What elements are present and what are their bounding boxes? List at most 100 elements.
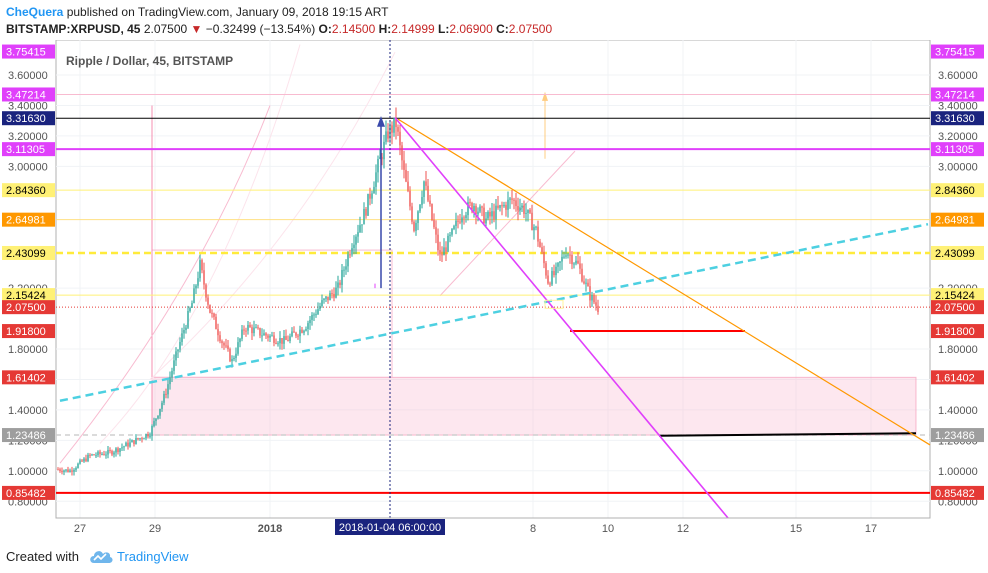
crosshair-time-bg (335, 519, 445, 535)
fib-arc (99, 44, 301, 444)
price-label[interactable]: 1.61402 (2, 370, 55, 385)
candle (151, 424, 153, 441)
price-label-bg (931, 111, 984, 126)
candle-body (81, 460, 83, 462)
candle (109, 447, 111, 454)
measure-arrow-icon (377, 116, 385, 127)
price-label[interactable]: 1.23486 (2, 428, 55, 443)
candle-body (393, 117, 395, 133)
candle-body (269, 335, 271, 338)
candle (465, 211, 467, 223)
price-label[interactable]: 1.23486 (931, 428, 984, 443)
price-label[interactable]: 2.07500 (931, 300, 984, 315)
magenta-trendline[interactable] (394, 117, 729, 519)
candle (155, 418, 157, 426)
candle (463, 215, 465, 225)
author-name[interactable]: CheQuera (6, 5, 64, 19)
candle (477, 207, 479, 222)
candle-body (161, 402, 163, 409)
candle-body (189, 307, 191, 311)
orange-trendline[interactable] (397, 118, 931, 446)
price-label[interactable]: 1.61402 (931, 370, 984, 385)
candle-body (399, 131, 401, 146)
candle (131, 439, 133, 443)
candle-body (401, 145, 403, 161)
candle-body (485, 218, 487, 224)
candle (289, 333, 291, 344)
candle (203, 262, 205, 290)
candle (271, 331, 273, 337)
price-label[interactable]: 2.43099 (931, 245, 984, 260)
candle (311, 312, 313, 326)
price-label[interactable]: 3.31630 (931, 111, 984, 126)
candle (575, 256, 577, 266)
price-label[interactable]: 3.31630 (2, 111, 55, 126)
price-label-text: 2.84360 (6, 185, 46, 197)
price-tick-label: 3.20000 (938, 131, 978, 143)
price-label[interactable]: 3.47214 (2, 87, 55, 102)
price-chart[interactable]: 1.000001.200001.400001.600001.800002.200… (0, 0, 988, 541)
candle-body (553, 270, 555, 276)
price-label[interactable]: 2.15424 (931, 288, 984, 303)
demand-zone[interactable] (151, 376, 917, 436)
candle-body (365, 208, 367, 216)
candle-body (147, 434, 149, 437)
candle-body (135, 438, 137, 445)
candle-body (295, 332, 297, 336)
candle (439, 241, 441, 262)
candle (581, 263, 583, 283)
candle (409, 186, 411, 211)
price-label[interactable]: 2.43099 (2, 245, 55, 260)
candle-body (119, 448, 121, 452)
target-line-black[interactable] (658, 432, 917, 437)
candle-body (259, 327, 261, 336)
candle-body (345, 266, 347, 270)
price-label[interactable]: 1.91800 (931, 324, 984, 339)
candle-body (507, 199, 509, 210)
candle-body (523, 205, 525, 214)
candle-body (239, 338, 241, 343)
price-label[interactable]: 2.07500 (2, 300, 55, 315)
time-tick-label: 15 (790, 523, 802, 535)
candle (117, 446, 119, 455)
candle-body (405, 169, 407, 182)
price-label[interactable]: 3.47214 (931, 87, 984, 102)
price-label[interactable]: 3.11305 (2, 142, 55, 157)
candle-body (219, 335, 221, 342)
candle-body (533, 227, 535, 231)
price-label[interactable]: 0.85482 (931, 485, 984, 500)
tradingview-brand[interactable]: TradingView (117, 549, 189, 564)
candle-body (505, 204, 507, 210)
price-label[interactable]: 2.84360 (2, 183, 55, 198)
price-label[interactable]: 3.75415 (2, 44, 55, 59)
price-label[interactable]: 0.85482 (2, 485, 55, 500)
candle (173, 354, 175, 375)
candle (217, 323, 219, 342)
price-label[interactable]: 1.91800 (2, 324, 55, 339)
price-label[interactable]: 2.64981 (931, 212, 984, 227)
symbol-label[interactable]: BITSTAMP:XRPUSD, 45 (6, 22, 141, 36)
candle-body (499, 205, 501, 208)
price-label[interactable]: 2.64981 (2, 212, 55, 227)
price-label[interactable]: 2.84360 (931, 183, 984, 198)
time-tick-label: 12 (677, 523, 689, 535)
candle-body (375, 172, 377, 187)
candle-body (391, 125, 393, 133)
price-label-bg (2, 324, 55, 339)
candle (305, 326, 307, 332)
candle (525, 203, 527, 222)
time-tick-label: 17 (865, 523, 877, 535)
candle-body (291, 331, 293, 337)
price-label[interactable]: 3.11305 (931, 142, 984, 157)
candle (89, 453, 91, 459)
candle-body (573, 263, 575, 265)
candle-body (427, 185, 429, 201)
candle (71, 466, 73, 476)
candle (573, 262, 575, 269)
candle-body (67, 469, 69, 473)
tradingview-cloud-icon[interactable] (88, 547, 114, 565)
price-label[interactable]: 2.15424 (2, 288, 55, 303)
cyan-trendline[interactable] (59, 222, 929, 403)
price-label[interactable]: 3.75415 (931, 44, 984, 59)
candle-body (61, 470, 63, 473)
